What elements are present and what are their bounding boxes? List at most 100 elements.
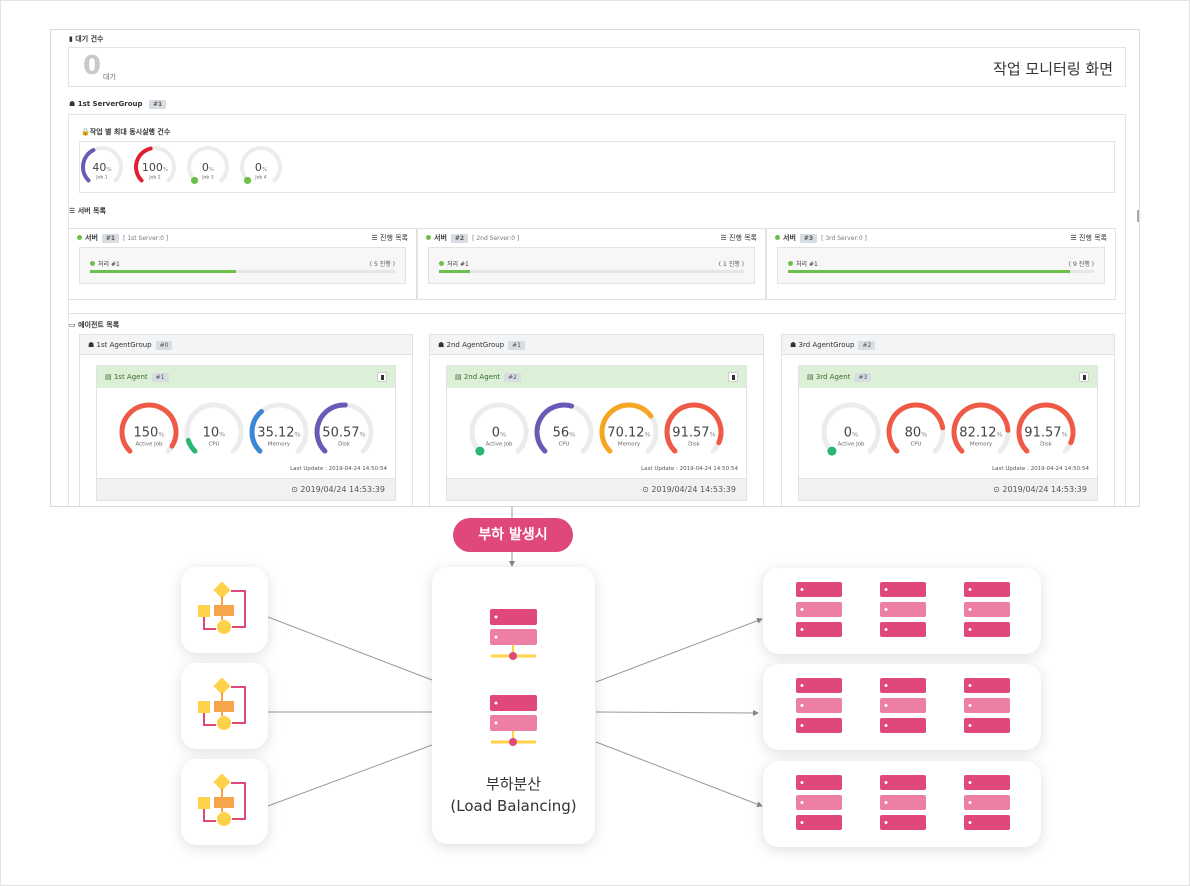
- load-balancing-label: 부하분산: [485, 775, 542, 793]
- progress-list-button[interactable]: ☰ 진행 목록: [371, 233, 408, 243]
- queue-row: 처리 #1 ( 9 진행 ): [777, 247, 1105, 284]
- load-balancer-icon: [490, 609, 537, 746]
- gauge-fill: [599, 402, 654, 454]
- trash-icon[interactable]: [728, 372, 738, 382]
- clock-icon: ⊙: [993, 485, 1003, 494]
- status-dot-icon: [788, 261, 793, 266]
- server-subtitle: [ 2nd Server:0 ]: [472, 235, 520, 242]
- agent-group-name: 3rd AgentGroup: [798, 341, 855, 349]
- scrollbar[interactable]: [1137, 210, 1139, 222]
- gauge-value: 10%: [203, 426, 226, 441]
- agent-badge: #3: [854, 373, 872, 382]
- gauge-label: Active Job: [485, 442, 513, 448]
- queue-label: 처리 #1: [98, 261, 120, 268]
- gauge-label: Memory: [618, 442, 641, 448]
- progress-bar: [90, 270, 395, 273]
- agent-group-badge: #2: [858, 341, 876, 350]
- gauge-value: 91.57%: [1024, 426, 1067, 441]
- queue-row: 처리 #1 ( 1 진행 ): [428, 247, 755, 284]
- server-card: 서버 #1[ 1st Server:0 ] ☰ 진행 목록 처리 #1 ( 5 진행 ): [68, 228, 417, 300]
- gauge-track: [187, 146, 229, 183]
- last-update-text: Last Update : 2019-04-24 14:50:54: [641, 466, 738, 472]
- progress-list-button[interactable]: ☰ 진행 목록: [720, 233, 757, 243]
- gauge-value: 0%: [492, 426, 506, 441]
- group-icon: ☗: [438, 341, 447, 349]
- gauge-status-dot: [475, 446, 485, 456]
- queue-name: 처리 #1: [90, 259, 120, 268]
- footer-timestamp: 2019/04/24 14:53:39: [300, 485, 385, 494]
- agent-group-card: ☗ 2nd AgentGroup #1 ▤ 2nd Agent #2 0% Active …: [429, 334, 764, 506]
- gauge-fill: [886, 402, 946, 454]
- server-icon: ▤: [455, 373, 464, 381]
- trash-icon[interactable]: [1079, 372, 1089, 382]
- server-rack-icon: [796, 582, 1010, 637]
- clock-icon: ⊙: [291, 485, 301, 494]
- server-name: 서버: [783, 234, 796, 242]
- workflow-card: [181, 663, 268, 749]
- status-dot-icon: [426, 235, 431, 240]
- agent-badge: #2: [504, 373, 521, 382]
- agent-group-card: ☗ 3rd AgentGroup #2 ▤ 3rd Agent #3 0% Active …: [781, 334, 1115, 506]
- gauge-fill: [951, 402, 1011, 454]
- agent-card: ▤ 2nd Agent #2 0% Active Job 56% CPU 70.12% Mem…: [446, 365, 747, 501]
- trash-icon[interactable]: [377, 372, 387, 382]
- gauge-label: CPU: [558, 442, 569, 448]
- agent-badge: #1: [151, 373, 169, 382]
- server-badge: #3: [799, 234, 818, 243]
- gauge-value: 82.12%: [959, 426, 1002, 441]
- gauge-status-dot: [243, 176, 252, 185]
- list-icon: ☰: [69, 207, 76, 215]
- gauge-label: Disk: [338, 442, 351, 448]
- concurrent-title: 🔒작업 별 최대 동시실행 건수: [81, 128, 171, 136]
- gauge-label: Disk: [688, 442, 701, 448]
- monitor-icon: ▭: [69, 321, 76, 329]
- server-subtitle: [ 1st Server:0 ]: [123, 235, 169, 242]
- server-name: 서버: [85, 234, 98, 242]
- gauge-label: Active Job: [135, 442, 163, 448]
- lock-icon: 🔒: [81, 128, 90, 136]
- footer-timestamp: 2019/04/24 14:53:39: [1002, 485, 1087, 494]
- gauge-label: CPU: [910, 442, 921, 448]
- progress-bar: [439, 270, 744, 273]
- waiting-count: 0: [83, 51, 102, 81]
- workflow-icon: [198, 581, 246, 634]
- agent-group-header: ☗ 3rd AgentGroup #2: [782, 335, 1114, 355]
- gauge-fill: [134, 146, 153, 183]
- agent-name: 2nd Agent: [463, 373, 501, 381]
- server-subtitle: [ 3rd Server:0 ]: [821, 235, 867, 242]
- server-group-title: ☗ 1st ServerGroup #1: [69, 100, 167, 109]
- progress-list-button[interactable]: ☰ 진행 목록: [1070, 233, 1107, 243]
- gauge-status-dot: [190, 176, 199, 185]
- gauge-value: 0%: [255, 161, 267, 174]
- gauge-value: 35.12%: [257, 426, 300, 441]
- agent-card-header: ▤ 2nd Agent #2: [447, 366, 746, 388]
- waiting-section-title: ▮ 대기 건수: [69, 35, 104, 43]
- last-update-text: Last Update : 2019-04-24 14:50:54: [290, 466, 387, 472]
- agent-card: ▤ 3rd Agent #3 0% Active Job 80% CPU 82.12% Mem…: [798, 365, 1098, 501]
- gauge-fill: [249, 408, 264, 454]
- gauge-value: 80%: [905, 426, 928, 441]
- queue-count: ( 5 진행 ): [369, 261, 395, 268]
- agent-group-header: ☗ 2nd AgentGroup #1: [430, 335, 763, 355]
- gauge-label: CPU: [208, 442, 219, 448]
- agent-group-badge: #1: [508, 341, 525, 350]
- page-title: 작업 모니터링 화면: [993, 60, 1113, 78]
- server-icon: ▤: [807, 373, 816, 381]
- gauge-track: [184, 402, 244, 454]
- agent-gauges: 0%Active Job 80%CPU 82.12%Memory 91.57%Disk: [821, 402, 1076, 456]
- queue-label: 처리 #1: [447, 261, 469, 268]
- queue-name: 처리 #1: [788, 259, 818, 268]
- server-list-title: ☰ 서버 목록: [69, 207, 106, 215]
- progress-bar: [788, 270, 1094, 273]
- status-dot-icon: [77, 235, 82, 240]
- server-rack-icon: [796, 678, 1010, 733]
- gauge-value: 50.57%: [322, 426, 365, 441]
- waiting-panel: 0 대기 작업 모니터링 화면: [68, 47, 1126, 87]
- progress-bar-fill: [788, 270, 1070, 273]
- footer-timestamp: 2019/04/24 14:53:39: [651, 485, 736, 494]
- agent-gauges: 0%Active Job 56%CPU 70.12%Memory 91.57%Disk: [469, 402, 724, 456]
- server-rack-card: [763, 664, 1041, 750]
- server-header: 서버 #3[ 3rd Server:0 ]: [775, 233, 867, 243]
- load-trigger-badge: 부하 발생시: [453, 518, 573, 552]
